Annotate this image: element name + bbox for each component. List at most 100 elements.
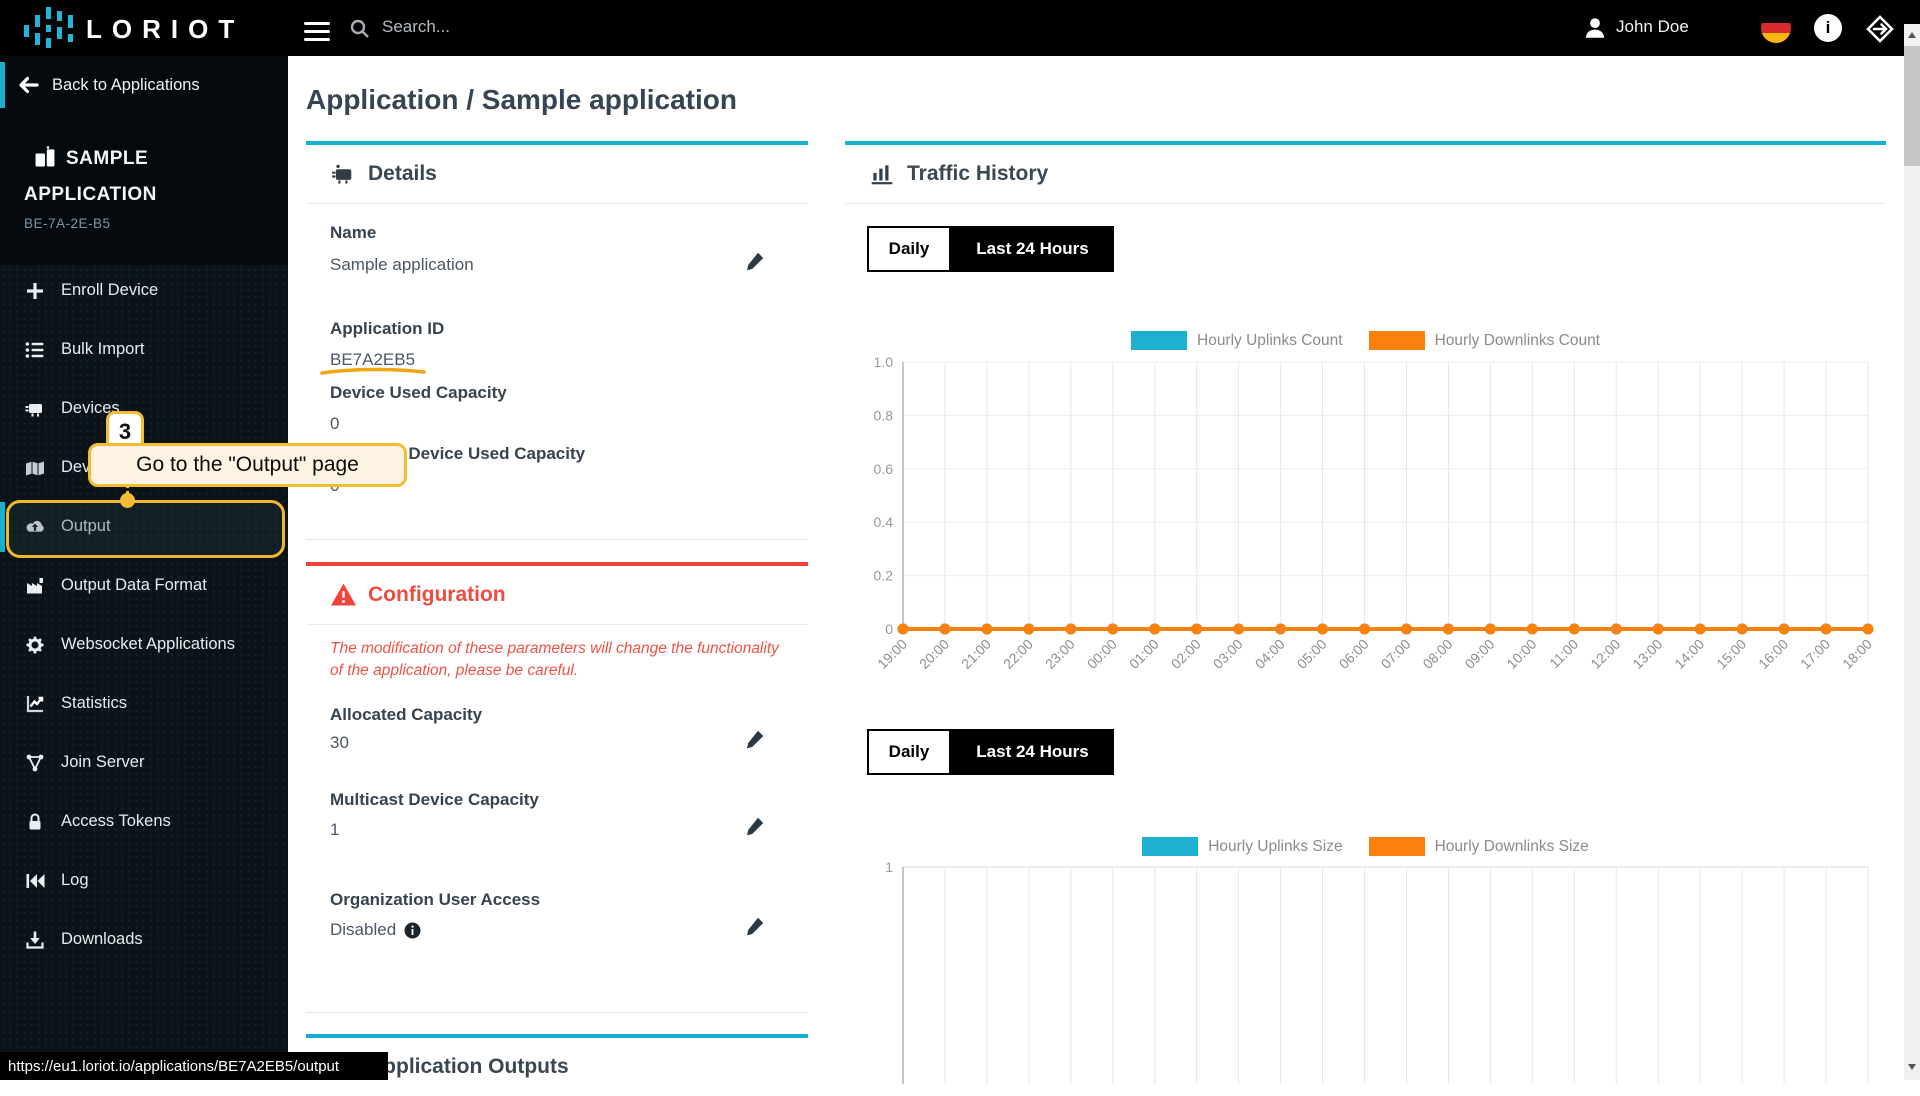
sidebar-item-label: Join Server <box>61 753 144 772</box>
traffic-count-chart: 1.00.80.60.40.2019:0020:0021:0022:0023:0… <box>845 352 1886 697</box>
join-server-icon <box>24 752 48 774</box>
user-name[interactable]: John Doe <box>1616 17 1689 37</box>
daily-button[interactable]: Daily <box>867 729 951 775</box>
last-24-hours-button[interactable]: Last 24 Hours <box>951 729 1114 775</box>
info-icon[interactable]: i <box>1814 14 1842 42</box>
edit-name-pencil-icon[interactable] <box>744 250 766 272</box>
sidebar-item-label: Access Tokens <box>61 812 171 831</box>
sidebar-item-label: Statistics <box>61 694 127 713</box>
sidebar-item-label: Output Data Format <box>61 576 207 595</box>
bar-chart-icon <box>869 161 895 187</box>
vertical-scrollbar[interactable] <box>1904 24 1920 1080</box>
sidebar-item-websocket-applications[interactable]: Websocket Applications <box>0 615 288 674</box>
field-value: Disabled <box>330 920 396 940</box>
traffic-count-range-toggle: Daily Last 24 Hours <box>867 226 1114 272</box>
svg-text:12:00: 12:00 <box>1587 636 1623 672</box>
sidebar-item-enroll-device[interactable]: Enroll Device <box>0 261 288 320</box>
tutorial-highlight-box <box>6 500 285 558</box>
sidebar-item-devices[interactable]: Devices <box>0 379 288 438</box>
traffic-history-card: Traffic History Daily Last 24 Hours Hour… <box>845 141 1886 1084</box>
svg-text:07:00: 07:00 <box>1378 636 1414 672</box>
edit-allocated-capacity-pencil-icon[interactable] <box>744 728 766 750</box>
back-arrow-icon <box>16 74 40 96</box>
sidebar-item-statistics[interactable]: Statistics <box>0 674 288 733</box>
highlight-underline <box>318 367 428 377</box>
svg-text:09:00: 09:00 <box>1461 636 1497 672</box>
chart-legend: Hourly Uplinks Count Hourly Downlinks Co… <box>845 331 1886 350</box>
svg-text:16:00: 16:00 <box>1755 636 1791 672</box>
edit-organization-access-pencil-icon[interactable] <box>744 915 766 937</box>
svg-text:1.0: 1.0 <box>874 354 894 370</box>
sidebar-item-join-server[interactable]: Join Server <box>0 733 288 792</box>
svg-text:0.4: 0.4 <box>874 514 894 530</box>
scroll-down-arrow-icon[interactable] <box>1908 1064 1916 1070</box>
legend-item: Hourly Downlinks Size <box>1369 837 1589 856</box>
scroll-up-arrow-icon[interactable] <box>1908 32 1916 38</box>
search-icon <box>348 17 372 46</box>
sidebar-item-bulk-import[interactable]: Bulk Import <box>0 320 288 379</box>
legend-label: Hourly Uplinks Size <box>1208 838 1342 856</box>
traffic-history-title: Traffic History <box>907 162 1048 186</box>
sidebar-app-header: Back to Applications SAMPLE APPLICATION … <box>0 56 288 265</box>
page-title: Application / Sample application <box>306 84 737 116</box>
svg-text:13:00: 13:00 <box>1629 636 1665 672</box>
hamburger-menu-icon[interactable] <box>304 17 330 46</box>
device-icon <box>330 161 356 187</box>
warning-icon <box>330 582 356 608</box>
daily-button[interactable]: Daily <box>867 226 951 272</box>
last-24-hours-button[interactable]: Last 24 Hours <box>951 226 1114 272</box>
uplinks-count-swatch <box>1131 331 1187 350</box>
info-badge-icon[interactable] <box>404 922 421 939</box>
sidebar-item-output-data-format[interactable]: Output Data Format <box>0 556 288 615</box>
svg-text:19:00: 19:00 <box>874 636 910 672</box>
logout-icon[interactable] <box>1864 13 1896 50</box>
svg-text:11:00: 11:00 <box>1546 636 1582 672</box>
sidebar-item-label: Log <box>61 871 89 890</box>
svg-text:06:00: 06:00 <box>1336 636 1372 672</box>
svg-text:00:00: 00:00 <box>1084 636 1120 672</box>
svg-text:21:00: 21:00 <box>958 636 994 672</box>
plus-icon <box>24 280 48 302</box>
download-icon <box>24 929 48 951</box>
lock-icon <box>24 811 48 833</box>
svg-text:03:00: 03:00 <box>1210 636 1246 672</box>
sidebar-item-downloads[interactable]: Downloads <box>0 910 288 969</box>
output-data-format-icon <box>24 575 48 597</box>
language-flag-german-icon[interactable] <box>1761 13 1791 43</box>
user-avatar-icon[interactable] <box>1582 15 1608 46</box>
sidebar-item-log[interactable]: Log <box>0 851 288 910</box>
scrollbar-thumb[interactable] <box>1904 46 1920 166</box>
legend-item: Hourly Uplinks Count <box>1131 331 1343 350</box>
application-outputs-title: Application Outputs <box>368 1055 569 1079</box>
sidebar-menu: Enroll Device Bulk Import Devices <box>0 261 288 969</box>
svg-text:22:00: 22:00 <box>1000 636 1036 672</box>
edit-multicast-capacity-pencil-icon[interactable] <box>744 815 766 837</box>
svg-text:15:00: 15:00 <box>1713 636 1749 672</box>
tutorial-connector-dot <box>120 493 135 508</box>
tutorial-tooltip: Go to the "Output" page <box>88 443 407 487</box>
svg-text:0.8: 0.8 <box>874 407 894 423</box>
statistics-icon <box>24 693 48 715</box>
svg-text:20:00: 20:00 <box>916 636 952 672</box>
configuration-card-title: Configuration <box>368 583 506 607</box>
downlinks-count-swatch <box>1369 331 1425 350</box>
legend-item: Hourly Downlinks Count <box>1369 331 1600 350</box>
field-value: 30 <box>330 733 349 753</box>
sidebar-item-label: Downloads <box>61 930 143 949</box>
field-label: Device Used Capacity <box>330 383 507 403</box>
sidebar-item-access-tokens[interactable]: Access Tokens <box>0 792 288 851</box>
configuration-warning: The modification of these parameters wil… <box>330 638 790 683</box>
svg-text:18:00: 18:00 <box>1839 636 1875 672</box>
legend-label: Hourly Uplinks Count <box>1197 332 1343 350</box>
svg-text:08:00: 08:00 <box>1419 636 1455 672</box>
back-to-applications[interactable]: Back to Applications <box>0 60 288 110</box>
loriot-logo-text: LORIOT <box>86 14 244 45</box>
field-label: Organization User Access <box>330 890 540 910</box>
map-icon <box>24 457 48 479</box>
chart-legend: Hourly Uplinks Size Hourly Downlinks Siz… <box>845 837 1886 856</box>
back-to-applications-label: Back to Applications <box>52 76 200 95</box>
gear-icon <box>24 634 48 656</box>
status-bar-url: https://eu1.loriot.io/applications/BE7A2… <box>0 1052 388 1080</box>
field-label: Multicast Device Capacity <box>330 790 539 810</box>
search-input[interactable]: Search... <box>382 17 450 37</box>
